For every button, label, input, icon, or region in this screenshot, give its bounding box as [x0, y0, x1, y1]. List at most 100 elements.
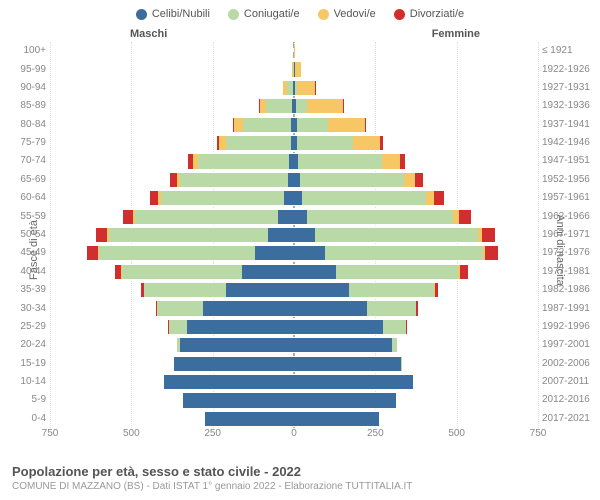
age-label: 30-34 [6, 304, 46, 314]
birth-year-label: 2002-2006 [542, 359, 598, 369]
legend-item: Vedovi/e [318, 8, 376, 20]
bar-segment-divorced [380, 135, 383, 151]
bar-segment-married [349, 282, 434, 298]
legend-swatch [394, 9, 405, 20]
bar-segment-widowed [295, 61, 301, 77]
bar-segment-single [294, 282, 349, 298]
x-tick: 250 [204, 428, 221, 439]
bar-segment-widowed [234, 117, 242, 133]
bar-segment-divorced [482, 227, 495, 243]
bar-segment-single [164, 374, 294, 390]
birth-year-label: 1967-1971 [542, 230, 598, 240]
bar-segment-married [243, 117, 292, 133]
birth-year-label: 1987-1991 [542, 304, 598, 314]
bar-segment-widowed [404, 172, 415, 188]
bar-segment-divorced [416, 300, 418, 316]
bar-segment-widowed [219, 135, 226, 151]
pyramid-row [50, 319, 538, 335]
legend-label: Divorziati/e [410, 8, 464, 20]
age-label: 100+ [6, 46, 46, 56]
bar-segment-divorced [365, 117, 366, 133]
bar-segment-married [135, 209, 278, 225]
bar-segment-single [294, 411, 379, 427]
age-label: 5-9 [6, 395, 46, 405]
pyramid-row [50, 80, 538, 96]
footer: Popolazione per età, sesso e stato civil… [12, 464, 590, 492]
pyramid-row [50, 135, 538, 151]
bar-segment-widowed [328, 117, 365, 133]
birth-year-label: 1997-2001 [542, 340, 598, 350]
pyramid-row [50, 190, 538, 206]
bar-segment-divorced [96, 227, 107, 243]
birth-year-label: 1957-1961 [542, 193, 598, 203]
legend-swatch [136, 9, 147, 20]
bar-segment-single [205, 411, 294, 427]
bar-segment-married [122, 264, 242, 280]
bar-segment-married [307, 209, 453, 225]
pyramid-row [50, 117, 538, 133]
pyramid-row [50, 245, 538, 261]
female-label: Femmine [432, 28, 480, 40]
bar-segment-widowed [177, 172, 180, 188]
bar-segment-single [278, 209, 294, 225]
bar-segment-widowed [294, 43, 295, 59]
bar-segment-married [300, 172, 404, 188]
age-label: 95-99 [6, 65, 46, 75]
age-label: 45-49 [6, 248, 46, 258]
pyramid-row [50, 282, 538, 298]
x-tick: 250 [367, 428, 384, 439]
bar-segment-married [336, 264, 458, 280]
chart-subtitle: COMUNE DI MAZZANO (BS) - Dati ISTAT 1° g… [12, 481, 590, 492]
pyramid-row [50, 337, 538, 353]
age-label: 15-19 [6, 359, 46, 369]
age-label: 25-29 [6, 322, 46, 332]
bar-segment-divorced [459, 209, 470, 225]
bar-segment-married [392, 337, 398, 353]
bar-segment-single [294, 374, 413, 390]
bar-segment-divorced [87, 245, 98, 261]
bar-segment-married [161, 190, 285, 206]
bar-segment-single [183, 392, 294, 408]
legend-swatch [318, 9, 329, 20]
bar-segment-divorced [170, 172, 177, 188]
pyramid-row [50, 356, 538, 372]
bar-segment-married [298, 153, 383, 169]
bar-segment-divorced [141, 282, 144, 298]
bar-segment-married [226, 135, 291, 151]
bar-segment-divorced [150, 190, 158, 206]
pyramid-row [50, 98, 538, 114]
pyramid-row [50, 227, 538, 243]
bar-segment-single [294, 392, 396, 408]
birth-year-label: ≤ 1921 [542, 46, 598, 56]
birth-year-label: 2012-2016 [542, 395, 598, 405]
bar-segment-single [294, 245, 325, 261]
bar-segment-married [367, 300, 416, 316]
birth-year-label: 1977-1981 [542, 267, 598, 277]
pyramid-row [50, 264, 538, 280]
bar-segment-divorced [123, 209, 133, 225]
birth-year-label: 1972-1976 [542, 248, 598, 258]
bar-segment-single [294, 356, 401, 372]
bar-segment-widowed [283, 80, 286, 96]
birth-year-label: 1937-1941 [542, 120, 598, 130]
bar-segment-divorced [406, 319, 407, 335]
bar-segment-married [169, 319, 187, 335]
pyramid-row [50, 300, 538, 316]
age-label: 35-39 [6, 285, 46, 295]
pyramid-row [50, 374, 538, 390]
pyramid-row [50, 392, 538, 408]
bar-segment-divorced [343, 98, 344, 114]
bar-segment-single [255, 245, 294, 261]
bar-segment-widowed [297, 80, 315, 96]
pyramid-row [50, 209, 538, 225]
age-label: 10-14 [6, 377, 46, 387]
bar-segment-married [302, 190, 426, 206]
bar-segment-divorced [233, 117, 234, 133]
bar-segment-married [177, 337, 180, 353]
bar-segment-married [287, 80, 294, 96]
legend-label: Vedovi/e [334, 8, 376, 20]
age-label: 80-84 [6, 120, 46, 130]
birth-year-label: 1952-1956 [542, 175, 598, 185]
birth-year-label: 1947-1951 [542, 156, 598, 166]
legend-label: Coniugati/e [244, 8, 300, 20]
